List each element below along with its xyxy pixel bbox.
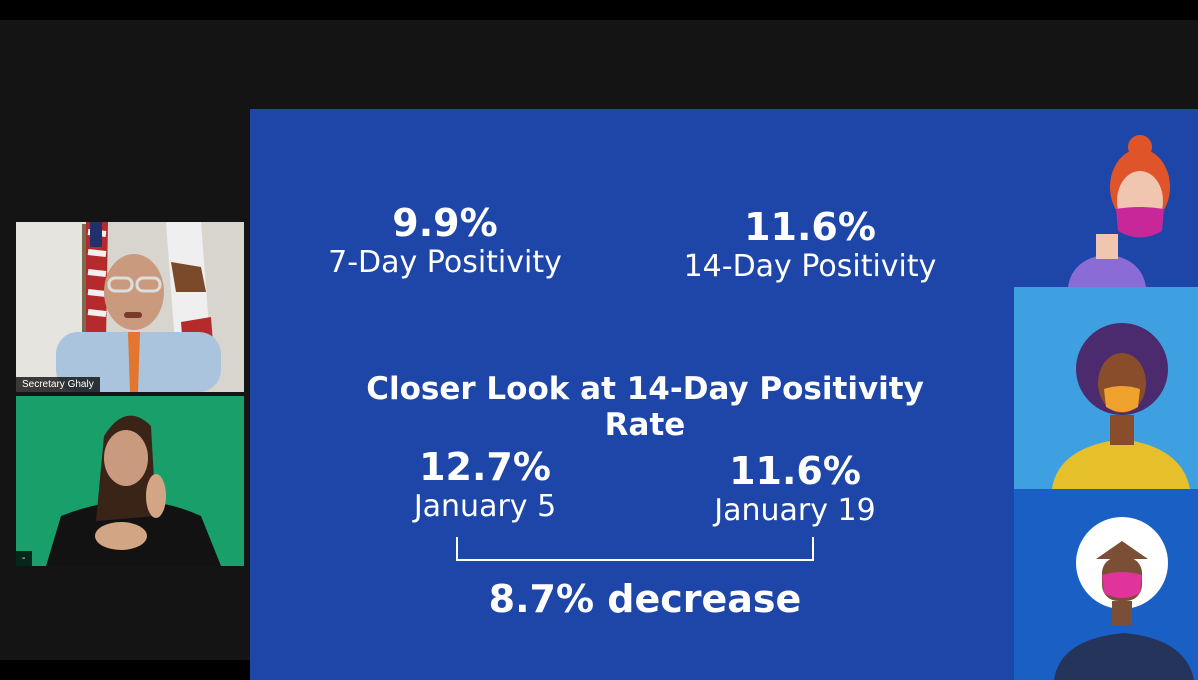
stat-7-day-positivity: 9.9% 7-Day Positivity <box>310 201 580 281</box>
interpreter-video-feed <box>16 396 244 566</box>
stat-value: 9.9% <box>392 201 498 245</box>
participant-name-label: Secretary Ghaly <box>16 377 100 392</box>
stat-value: 11.6% <box>744 205 876 249</box>
participant-tile-speaker[interactable]: Secretary Ghaly <box>16 222 244 392</box>
stat-january-5: 12.7% January 5 <box>380 445 590 525</box>
stat-label: 7-Day Positivity <box>328 245 562 280</box>
avatar-headscarf-illustration <box>1014 489 1198 680</box>
stat-label: January 5 <box>413 489 557 524</box>
avatar-red-hair-illustration <box>1012 109 1198 287</box>
stat-value: 11.6% <box>729 449 861 493</box>
stat-14-day-positivity: 11.6% 14-Day Positivity <box>670 205 950 285</box>
participant-name-label: - <box>16 551 32 566</box>
stat-label: January 19 <box>714 493 876 528</box>
stat-january-19: 11.6% January 19 <box>690 449 900 529</box>
video-call-stage: Secretary Ghaly - 9.9% 7-Day Positivity … <box>0 20 1198 680</box>
avatar-illustrations <box>1012 109 1198 680</box>
participant-tile-interpreter[interactable]: - <box>16 396 244 566</box>
comparison-bracket <box>456 537 814 561</box>
speaker-video-feed <box>16 222 244 392</box>
change-summary: 8.7% decrease <box>488 577 802 621</box>
slide-heading: Closer Look at 14-Day Positivity Rate <box>366 371 924 443</box>
stat-label: 14-Day Positivity <box>683 249 937 284</box>
avatar-afro-illustration <box>1014 287 1198 489</box>
stat-value: 12.7% <box>419 445 551 489</box>
shared-presentation-slide: 9.9% 7-Day Positivity 11.6% 14-Day Posit… <box>250 109 1198 680</box>
